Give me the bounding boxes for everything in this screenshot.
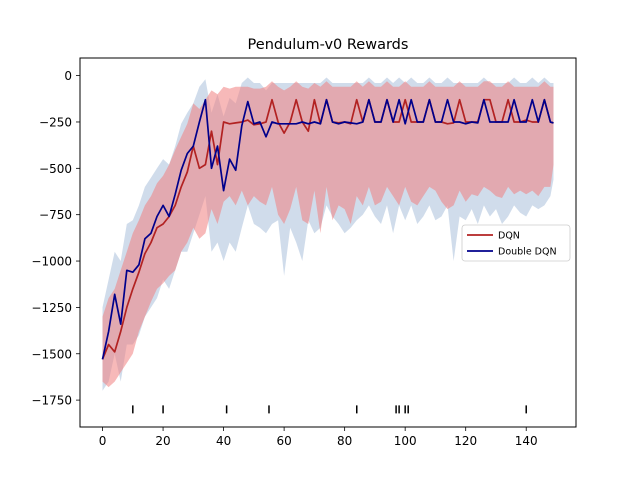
y-tick-label: −1250 <box>31 301 72 315</box>
legend-label-dqn: DQN <box>498 231 520 242</box>
x-tick-label: 0 <box>99 434 107 448</box>
legend: DQN Double DQN <box>461 224 571 262</box>
line-double-dqn <box>101 98 554 360</box>
y-tick-label: −1500 <box>31 347 72 361</box>
x-axis: 0 20 40 60 80 100 120 140 <box>99 427 538 448</box>
legend-label-double-dqn: Double DQN <box>498 247 557 258</box>
chart-title: Pendulum-v0 Rewards <box>248 37 409 53</box>
series-lines <box>101 98 554 360</box>
x-tick-label: 120 <box>454 434 477 448</box>
x-tick-label: 60 <box>276 434 291 448</box>
y-tick-label: −1750 <box>31 394 72 408</box>
y-tick-label: 0 <box>64 69 72 83</box>
legend-box <box>461 224 571 262</box>
plot-frame <box>79 57 577 428</box>
event-markers <box>132 405 527 414</box>
y-axis: 0 −250 −500 −750 −1000 −1250 −1500 −1750 <box>31 69 80 408</box>
x-tick-label: 20 <box>155 434 170 448</box>
x-tick-label: 100 <box>394 434 417 448</box>
x-tick-label: 140 <box>515 434 538 448</box>
x-tick-label: 40 <box>216 434 231 448</box>
x-tick-label: 80 <box>337 434 352 448</box>
y-tick-label: −250 <box>39 115 72 129</box>
y-tick-label: −750 <box>39 208 72 222</box>
y-tick-label: −1000 <box>31 255 72 269</box>
y-tick-label: −500 <box>39 162 72 176</box>
